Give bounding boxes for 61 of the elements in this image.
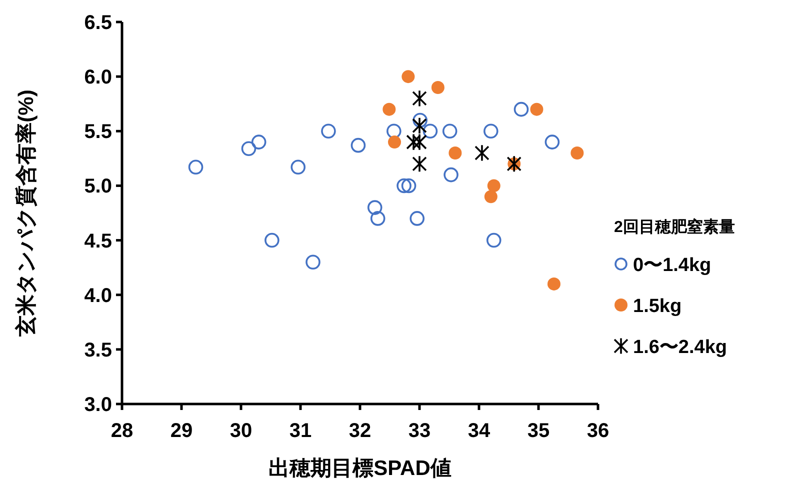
point xyxy=(321,124,336,139)
legend-label: 1.6〜2.4kg xyxy=(633,337,727,358)
x-tick-label: 32 xyxy=(348,420,372,442)
point xyxy=(386,124,402,139)
point xyxy=(422,124,438,139)
x-tick-label: 33 xyxy=(408,420,431,442)
legend-label: 0〜1.4kg xyxy=(633,255,712,276)
point xyxy=(251,134,266,150)
point xyxy=(412,90,427,108)
point xyxy=(431,80,444,94)
point xyxy=(401,178,416,194)
point xyxy=(484,190,498,204)
point xyxy=(410,211,425,226)
legend-label: 1.5kg xyxy=(633,296,682,317)
point xyxy=(388,136,402,149)
point xyxy=(264,232,280,248)
x-tick-label: 29 xyxy=(170,420,193,442)
legend-title: 2回目穂肥窒素量 xyxy=(614,217,735,236)
point xyxy=(448,146,462,160)
point xyxy=(544,134,560,150)
point xyxy=(412,133,427,151)
point xyxy=(444,167,458,182)
point xyxy=(241,141,256,156)
point xyxy=(486,232,502,248)
point xyxy=(547,277,560,290)
x-tick-label: 36 xyxy=(586,420,610,442)
y-tick-label: 4.0 xyxy=(84,284,112,307)
point xyxy=(367,200,382,215)
point xyxy=(570,146,584,160)
point xyxy=(530,102,544,116)
point xyxy=(396,178,412,194)
point xyxy=(412,155,427,173)
x-axis-title: 出穂期目標SPAD値 xyxy=(268,457,452,480)
x-tick-label: 30 xyxy=(230,420,252,442)
point xyxy=(188,160,204,175)
point xyxy=(412,112,428,128)
point xyxy=(402,70,415,84)
x-tick-label: 31 xyxy=(289,420,312,442)
x-tick-label: 34 xyxy=(468,420,491,442)
point xyxy=(350,138,366,153)
x-tick-label: 28 xyxy=(110,420,134,442)
y-tick-label: 3.5 xyxy=(84,339,112,362)
point xyxy=(412,116,427,134)
point xyxy=(474,144,490,162)
x-tick-label: 35 xyxy=(527,420,550,442)
y-tick-label: 5.5 xyxy=(84,121,112,144)
y-tick-label: 6.0 xyxy=(84,66,112,89)
y-tick-label: 5.0 xyxy=(84,176,112,198)
y-tick-label: 6.5 xyxy=(84,12,112,34)
point xyxy=(484,124,498,139)
point xyxy=(406,133,421,151)
point xyxy=(290,160,306,175)
y-tick-label: 4.5 xyxy=(84,230,112,252)
point xyxy=(370,211,386,226)
y-tick-label: 3.0 xyxy=(84,394,112,416)
point xyxy=(487,179,500,192)
point xyxy=(382,102,396,116)
point xyxy=(442,124,458,139)
point xyxy=(514,102,529,117)
point xyxy=(306,254,320,270)
y-axis-title: 玄米タンパク質含有率(%) xyxy=(14,90,38,338)
